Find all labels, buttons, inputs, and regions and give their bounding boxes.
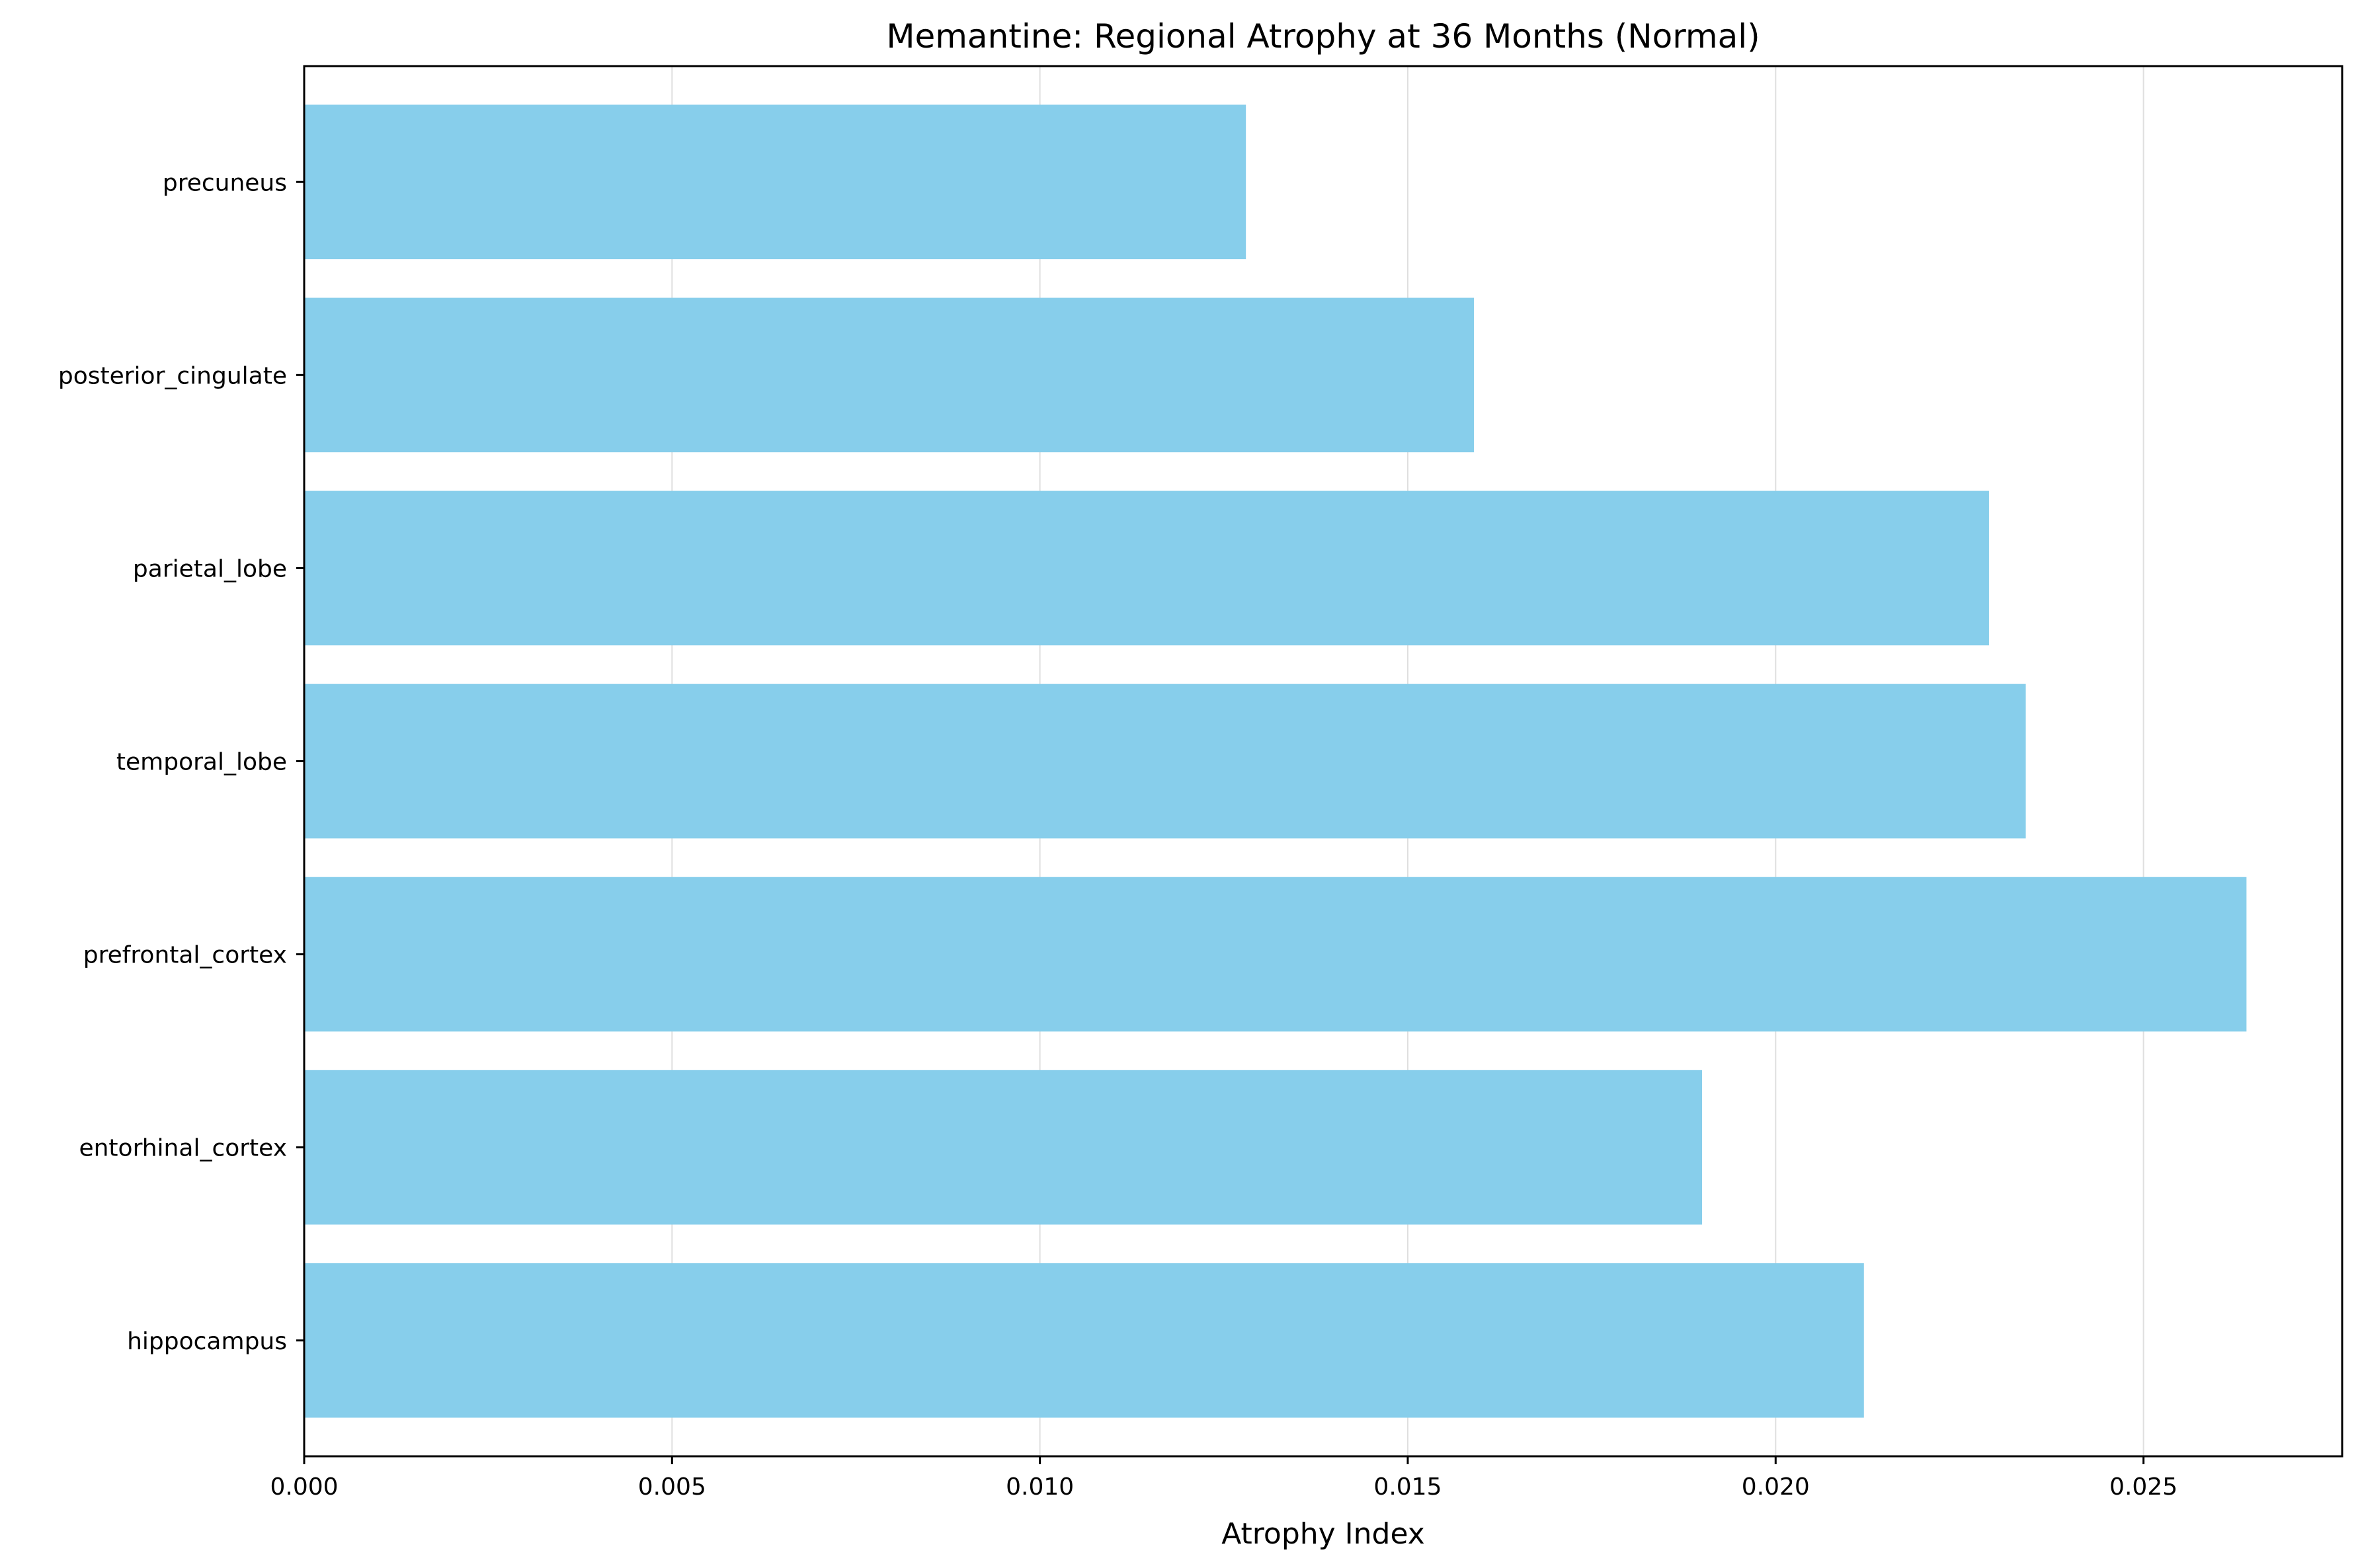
- bar-posterior-cingulate: [304, 297, 1475, 453]
- bar-entorhinal-cortex: [304, 1070, 1703, 1225]
- x-tick-label: 0.005: [638, 1473, 706, 1501]
- bar-temporal-lobe: [304, 684, 2026, 839]
- y-tick-label-parietal-lobe: parietal_lobe: [133, 555, 287, 582]
- x-tick-label: 0.015: [1373, 1473, 1442, 1501]
- y-tick-label-posterior-cingulate: posterior_cingulate: [58, 362, 287, 389]
- x-tick-label: 0.025: [2109, 1473, 2177, 1501]
- bar-parietal-lobe: [304, 490, 1989, 646]
- y-tick-label-prefrontal-cortex: prefrontal_cortex: [83, 942, 287, 969]
- chart-title: Memantine: Regional Atrophy at 36 Months…: [886, 17, 1760, 56]
- y-tick-label-precuneus: precuneus: [163, 169, 287, 196]
- y-tick-label-hippocampus: hippocampus: [127, 1328, 287, 1355]
- y-axis-ticks: hippocampus entorhinal_cortex prefrontal_c…: [58, 169, 304, 1355]
- y-tick-label-temporal-lobe: temporal_lobe: [116, 749, 287, 776]
- x-tick-label: 0.020: [1742, 1473, 1810, 1501]
- bar-prefrontal-cortex: [304, 877, 2247, 1032]
- bars-layer: [304, 104, 2247, 1418]
- x-tick-label: 0.010: [1006, 1473, 1074, 1501]
- x-tick-label: 0.000: [270, 1473, 338, 1501]
- bar-hippocampus: [304, 1263, 1864, 1418]
- x-axis-ticks: 0.000 0.005 0.010 0.015 0.020 0.025: [270, 1456, 2177, 1501]
- x-axis-label: Atrophy Index: [1221, 1517, 1425, 1551]
- y-tick-label-entorhinal-cortex: entorhinal_cortex: [79, 1135, 287, 1162]
- bar-precuneus: [304, 104, 1246, 260]
